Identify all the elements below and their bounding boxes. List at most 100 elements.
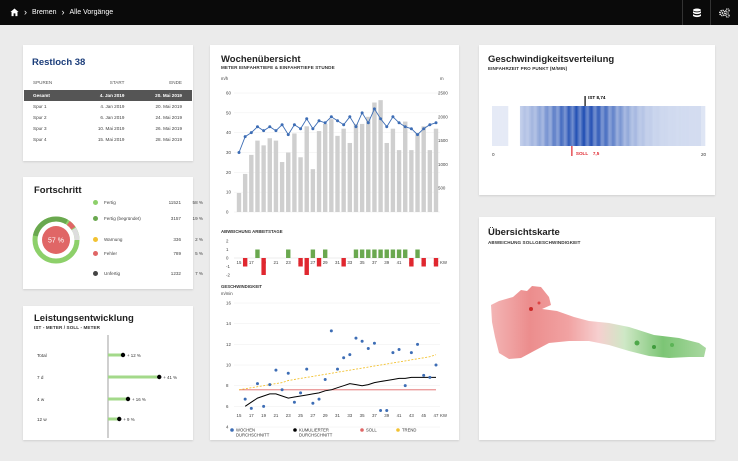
leistung-value-label: + 41 %	[163, 375, 177, 380]
settings-button[interactable]	[710, 0, 738, 25]
bar-meter	[353, 123, 359, 212]
table-row[interactable]: Spur 1 4. Jan 2019 20. Mai 2019	[24, 101, 192, 112]
heat-strip-cell	[530, 106, 533, 146]
table-cell: 26. Mai 2019	[155, 126, 182, 131]
home-icon[interactable]	[9, 8, 19, 18]
bar-meter	[335, 135, 340, 212]
point-wochen-durchschnitt	[348, 353, 352, 357]
ist-label: IST 8,74	[588, 95, 606, 100]
bar-abweichung	[286, 249, 291, 258]
axis-tick-x: 29	[323, 413, 328, 418]
legend-percent: 19 %	[192, 216, 203, 221]
bar-meter	[298, 157, 303, 212]
heat-strip-cell	[623, 106, 626, 146]
bar-meter	[267, 138, 272, 212]
legend-label: DURCHSCHNITT	[299, 433, 333, 438]
bar-meter	[292, 133, 297, 212]
heat-strip-cell	[677, 106, 679, 146]
bar-meter	[433, 128, 439, 212]
heat-strip-cell	[527, 106, 530, 146]
axis-tick-right: 500	[438, 186, 446, 191]
heat-strip-cell	[630, 106, 633, 146]
legend-item-warnung: Warnung 336 2 %	[93, 237, 203, 242]
heat-strip-cell	[498, 106, 501, 146]
heat-strip-cell	[586, 106, 589, 146]
axis-tick-abweichung: 0	[226, 256, 229, 261]
heat-strip-cell	[573, 106, 575, 146]
leistung-bar	[108, 397, 128, 401]
axis-tick-left: 0	[226, 210, 229, 215]
table-cell: 20. Mai 2019	[155, 104, 182, 109]
bar-abweichung	[378, 249, 383, 258]
axis-tick-x: 19	[261, 413, 266, 418]
axis-tick-gesch: 16	[226, 301, 231, 306]
progress-donut: 57 %	[32, 216, 80, 264]
heat-strip-cell	[638, 106, 641, 146]
point-meter-per-hour	[280, 123, 284, 127]
table-row[interactable]: Spur 4 15. Mai 2019 28. Mai 2019	[24, 134, 192, 145]
axis-unit-right: m	[440, 76, 444, 81]
status-dot	[93, 216, 98, 221]
point-meter-per-hour	[428, 123, 432, 127]
point-wochen-durchschnitt	[428, 375, 432, 379]
heat-strip-cell	[691, 106, 694, 146]
point-wochen-durchschnitt	[366, 346, 370, 350]
heat-strip-cell	[597, 106, 599, 146]
spuren-table: SPUREN START ENDE Gesamt 4. Jan 2019 20.…	[24, 77, 192, 145]
fortschritt-title: Fortschritt	[34, 185, 82, 196]
heat-strip-cell	[649, 106, 651, 146]
axis-tick-abweichung: -1	[226, 264, 230, 269]
table-row[interactable]: Spur 2 6. Jan 2019 24. Mai 2019	[24, 112, 192, 123]
point-wochen-durchschnitt	[336, 367, 339, 371]
heat-strip-cell	[523, 106, 526, 146]
bar-meter	[249, 154, 254, 212]
map-hotspot	[634, 340, 640, 346]
point-wochen-durchschnitt	[409, 351, 413, 355]
point-meter-per-hour	[323, 121, 327, 125]
heat-strip-cell	[631, 106, 634, 146]
axis-tick-left: 20	[226, 170, 231, 175]
table-row-gesamt[interactable]: Gesamt 4. Jan 2019 20. Mai 2019	[24, 90, 192, 101]
heat-strip-cell	[681, 106, 683, 146]
heat-strip-cell	[591, 106, 594, 146]
heat-strip-cell	[605, 106, 607, 146]
legend-item-fehler: Fehler 789 5 %	[93, 251, 203, 256]
heat-strip-cell	[659, 106, 662, 146]
heat-strip-cell	[657, 106, 659, 146]
legend-dot	[230, 428, 234, 432]
bar-abweichung	[316, 258, 322, 267]
bar-meter	[255, 140, 260, 212]
legend-label: KUMULIERTER	[299, 428, 329, 433]
heat-strip-cell	[555, 106, 558, 146]
axis-tick-x: 31	[335, 413, 340, 418]
heat-strip-cell	[563, 106, 566, 146]
axis-tick-x: 23	[286, 260, 291, 265]
heat-strip-cell	[622, 106, 625, 146]
overview-map[interactable]	[479, 217, 715, 440]
table-row[interactable]: Spur 3 10. Mai 2019 26. Mai 2019	[24, 123, 192, 134]
point-meter-per-hour	[434, 121, 438, 125]
leistung-marker	[125, 396, 131, 402]
axis-tick-right: 2500	[438, 91, 448, 96]
heat-strip-cell	[493, 106, 495, 146]
point-wochen-durchschnitt	[329, 329, 333, 333]
axis-unit-gesch: m/min	[221, 291, 233, 296]
axis-tick-x: 15	[237, 413, 242, 418]
breadcrumb-alle-vorgaenge[interactable]: Alle Vorgänge	[69, 9, 114, 16]
axis-tick-gesch: 12	[226, 342, 231, 347]
heat-strip-cell	[531, 106, 534, 146]
axis-tick-x: 33	[347, 413, 352, 418]
heat-strip-cell	[547, 106, 550, 146]
bar-meter	[279, 162, 285, 212]
point-wochen-durchschnitt	[305, 367, 309, 371]
heat-strip-cell	[502, 106, 505, 146]
table-cell: Spur 1	[33, 104, 47, 109]
heat-strip-cell	[685, 106, 687, 146]
table-cell: 28. Mai 2019	[155, 137, 182, 142]
heat-strip-cell	[577, 106, 579, 146]
breadcrumb-bremen[interactable]: Bremen	[32, 9, 57, 16]
heat-strip-cell	[646, 106, 649, 146]
database-button[interactable]	[682, 0, 710, 25]
axis-tick-x: 21	[273, 260, 278, 265]
